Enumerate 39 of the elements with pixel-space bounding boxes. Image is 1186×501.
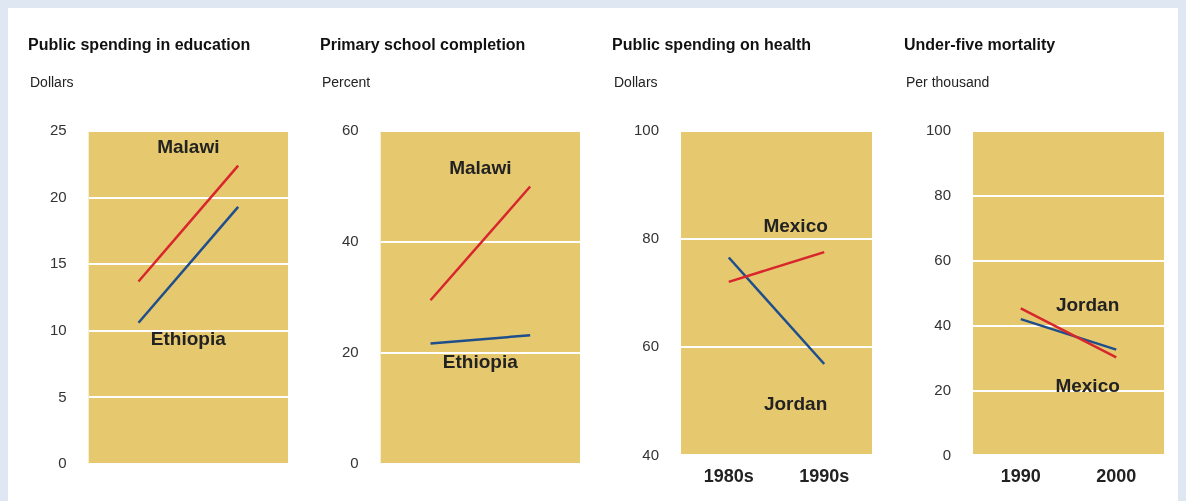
x-tick-label: 2000 [1096,466,1137,487]
y-tick-label: 80 [642,229,660,247]
series-label: Jordan [1055,293,1120,315]
y-tick-label: 20 [934,380,952,398]
y-tick-label: 60 [642,337,660,355]
series-label: Malawi [449,157,512,179]
y-axis-title: Dollars [614,74,658,90]
y-tick-label: 40 [934,315,952,333]
y-tick-label: 0 [350,454,359,472]
x-tick-label: 1980s [703,466,754,487]
y-tick-label: 5 [58,387,67,405]
y-tick-label: 100 [634,121,660,139]
y-tick-label: 0 [58,454,67,472]
chart-title: Primary school completion [320,36,526,54]
y-tick-label: 40 [342,232,359,250]
y-tick-label: 80 [934,186,952,204]
y-tick-label: 20 [50,187,67,205]
y-axis-title: Percent [322,74,371,90]
y-tick-label: 0 [942,445,952,463]
chart-title: Public spending on health [612,36,812,54]
series-label: Jordan [763,393,828,415]
y-tick-label: 60 [342,121,359,139]
series-label: Ethiopia [150,328,227,350]
series-label: Mexico [763,214,828,236]
chart-title: Public spending in education [28,36,251,54]
y-tick-label: 20 [342,343,359,361]
y-tick-label: 60 [934,250,952,268]
series-label: Ethiopia [442,351,519,373]
y-axis-title: Dollars [30,74,74,90]
y-tick-label: 25 [50,121,67,139]
series-label: Malawi [157,136,220,158]
chart-title: Under-five mortality [904,36,1056,54]
y-tick-label: 100 [926,121,952,139]
y-tick-label: 10 [50,320,67,338]
y-tick-label: 40 [642,445,660,463]
x-tick-label: 1990s [799,466,850,487]
y-axis-title: Per thousand [906,74,990,90]
x-tick-label: 1990 [1000,466,1041,487]
y-tick-label: 15 [50,254,67,272]
